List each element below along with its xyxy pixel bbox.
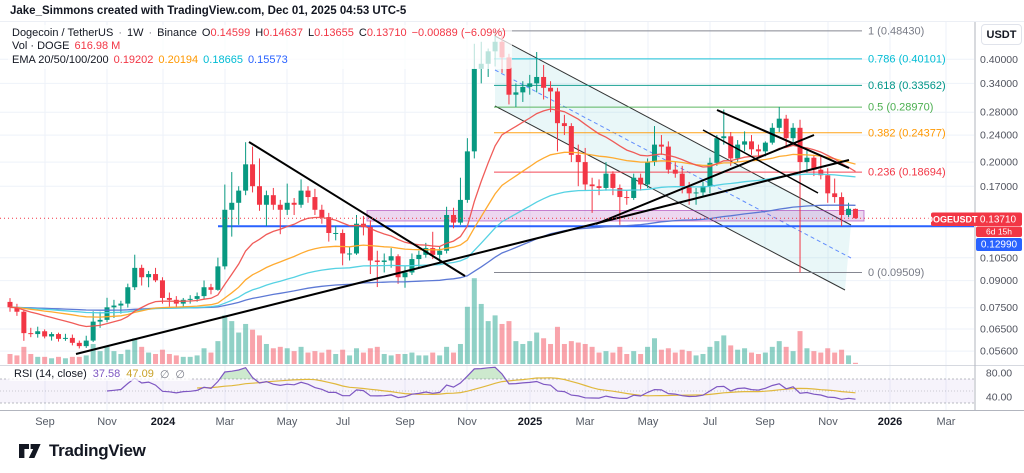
ohlc-open: O0.14599 (201, 26, 251, 39)
rsi-empty-icon: ∅ (175, 368, 185, 381)
svg-text:May: May (277, 416, 298, 428)
svg-text:Nov: Nov (818, 416, 838, 428)
attribution-text: Jake_Simmons created with TradingView.co… (10, 5, 407, 17)
svg-text:0 (0.09509): 0 (0.09509) (868, 267, 924, 279)
volume-label: Vol · DOGE (12, 40, 70, 53)
svg-text:0.09000: 0.09000 (980, 275, 1018, 287)
exchange-label: Binance (157, 26, 197, 39)
svg-text:0.10500: 0.10500 (980, 252, 1018, 264)
svg-text:2024: 2024 (151, 416, 176, 428)
rsi-label: RSI (14, close) (14, 368, 87, 380)
trendlines (75, 109, 850, 355)
tradingview-logo-icon (19, 444, 41, 458)
svg-text:Mar: Mar (937, 416, 956, 428)
svg-text:2026: 2026 (878, 416, 902, 428)
svg-text:0.5 (0.28970): 0.5 (0.28970) (868, 102, 933, 114)
ohlc-low: L0.13655 (307, 26, 354, 39)
svg-text:2025: 2025 (518, 416, 542, 428)
svg-text:0.07500: 0.07500 (980, 302, 1018, 314)
volume-value: 616.98 M (74, 40, 121, 53)
symbol-row[interactable]: Dogecoin / TetherUS · 1W · Binance O0.14… (12, 26, 506, 39)
ema-row[interactable]: EMA 20/50/100/200 0.19202 0.20194 0.1866… (12, 53, 506, 67)
svg-text:1 (0.48430): 1 (0.48430) (868, 25, 924, 37)
tradingview-logo-text: TradingView (49, 441, 146, 460)
svg-text:Sep: Sep (755, 416, 775, 428)
ema20-value: 0.19202 (113, 53, 154, 66)
svg-text:0.40000: 0.40000 (980, 54, 1018, 66)
tradingview-logo[interactable]: TradingView (18, 440, 146, 462)
fibonacci-levels: 1 (0.48430) 0.786 (0.40101) 0.618 (0.33562… (494, 25, 946, 279)
svg-text:Nov: Nov (457, 416, 477, 428)
svg-text:80.00: 80.00 (986, 368, 1012, 380)
svg-text:0.05600: 0.05600 (980, 346, 1018, 358)
ema100-value: 0.18665 (203, 53, 243, 66)
svg-text:40.00: 40.00 (986, 392, 1012, 404)
currency-toggle-button[interactable]: USDT (981, 24, 1022, 45)
ohlc-close: C0.13710 (358, 26, 407, 39)
svg-text:May: May (638, 416, 659, 428)
rsi-empty-icon: ∅ (159, 368, 170, 381)
svg-text:0.618 (0.33562): 0.618 (0.33562) (868, 80, 946, 92)
svg-text:Jul: Jul (703, 416, 717, 428)
svg-text:0.786 (0.40101): 0.786 (0.40101) (868, 53, 946, 65)
volume-bars (7, 278, 858, 364)
svg-text:DOGEUSDT: DOGEUSDT (926, 215, 978, 225)
time-axis-labels[interactable]: Sep Nov 2024 Mar May Jul Sep Nov 2025 Mar May Jul Se… (35, 416, 956, 428)
ema50-value: 0.20194 (158, 53, 199, 66)
symbol-title: Dogecoin / TetherUS (12, 26, 114, 39)
svg-text:0.20000: 0.20000 (980, 157, 1018, 169)
svg-text:0.06500: 0.06500 (980, 323, 1018, 335)
interval-label: 1W (126, 26, 144, 39)
ema200-value: 0.15573 (247, 53, 288, 66)
rsi-pane (0, 366, 974, 404)
rsi-ma-value: 47.09 (126, 368, 154, 380)
svg-text:0.13710: 0.13710 (980, 215, 1017, 226)
svg-text:Mar: Mar (216, 416, 235, 428)
svg-text:0.28000: 0.28000 (980, 107, 1018, 119)
chart-legend[interactable]: Dogecoin / TetherUS · 1W · Binance O0.14… (8, 25, 512, 69)
svg-text:0.12990: 0.12990 (981, 240, 1018, 251)
svg-text:0.236 (0.18694): 0.236 (0.18694) (868, 167, 946, 179)
rsi-value: 37.58 (92, 368, 121, 380)
rsi-legend[interactable]: RSI (14, close) 37.58 47.09 ∅ ∅ (8, 367, 191, 381)
svg-text:Nov: Nov (97, 416, 117, 428)
change-label: −0.00889 (−6.09%) (411, 26, 506, 39)
ema-label: EMA 20/50/100/200 (12, 53, 109, 66)
svg-text:Mar: Mar (576, 416, 595, 428)
svg-text:6d 15h: 6d 15h (986, 227, 1012, 237)
svg-text:Sep: Sep (395, 416, 415, 428)
svg-text:0.24000: 0.24000 (980, 130, 1018, 142)
ohlc-high: H0.14637 (255, 26, 303, 39)
svg-text:0.17000: 0.17000 (980, 181, 1018, 193)
svg-text:Jul: Jul (336, 416, 350, 428)
volume-row[interactable]: Vol · DOGE 616.98 M (12, 40, 506, 54)
svg-text:0.382 (0.24377): 0.382 (0.24377) (868, 127, 946, 139)
price-axis-labels[interactable]: 0.40000 0.34000 0.28000 0.24000 0.20000 0.170… (980, 54, 1018, 404)
attribution-bar: Jake_Simmons created with TradingView.co… (0, 0, 1024, 22)
svg-text:0.34000: 0.34000 (980, 78, 1018, 90)
svg-text:Sep: Sep (35, 416, 55, 428)
descending-channel (494, 35, 852, 291)
